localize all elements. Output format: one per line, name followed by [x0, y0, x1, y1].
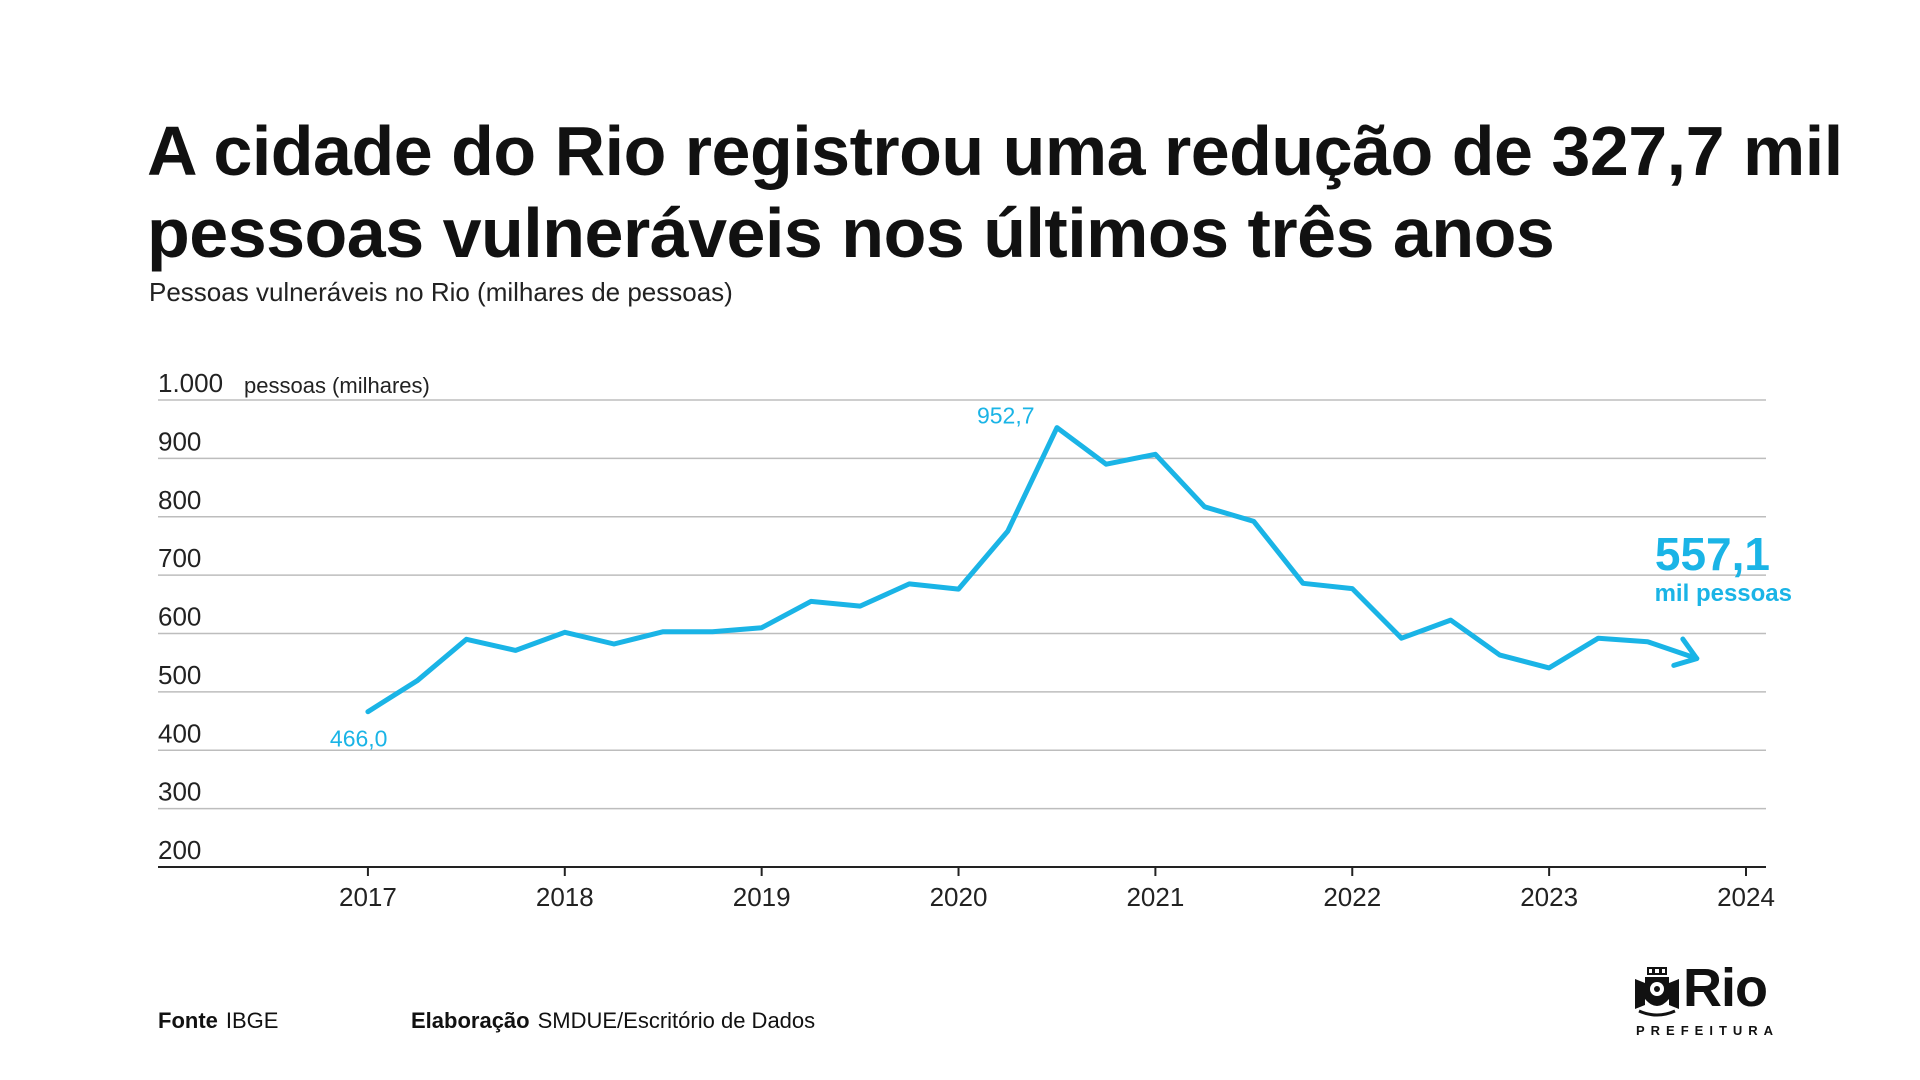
y-axis: 1.000 900 800 700 600 500 400 300 200	[158, 368, 223, 865]
peak-value-label: 952,7	[977, 403, 1035, 429]
source-value: IBGE	[225, 1008, 279, 1033]
source-label: Fonte	[158, 1008, 218, 1033]
y-tick-label: 200	[158, 835, 201, 865]
x-tick-label: 2018	[536, 882, 594, 912]
series-line-group	[365, 425, 1700, 715]
x-tick-label: 2021	[1126, 882, 1184, 912]
y-tick-label: 500	[158, 660, 201, 690]
last-value-unit: mil pessoas	[1655, 580, 1792, 607]
y-tick-label: 1.000	[158, 368, 223, 398]
y-tick-label: 900	[158, 426, 201, 456]
chart-subtitle: Pessoas vulneráveis no Rio (milhares de …	[149, 277, 733, 307]
y-tick-label: 400	[158, 718, 201, 748]
x-tick-label: 2017	[339, 882, 397, 912]
x-tick-label: 2020	[930, 882, 988, 912]
elaboration-label: Elaboração	[411, 1008, 530, 1033]
elaboration-value: SMDUE/Escritório de Dados	[537, 1008, 816, 1033]
logo-word: Rio	[1683, 958, 1768, 1018]
footer-elaboration: Elaboração SMDUE/Escritório de Dados	[411, 1008, 815, 1034]
series-line	[365, 425, 1700, 715]
y-tick-label: 300	[158, 777, 201, 807]
x-tick-label: 2022	[1323, 882, 1381, 912]
city-coat-of-arms-icon	[1635, 967, 1679, 1017]
y-tick-label: 800	[158, 485, 201, 515]
x-tick-label: 2019	[733, 882, 791, 912]
y-tick-label: 700	[158, 543, 201, 573]
prefeitura-rio-logo: Rio PREFEITURA	[1633, 958, 1803, 1045]
series-end-arrow	[1671, 636, 1700, 668]
grid-lines	[158, 399, 1766, 868]
logo-subtitle: PREFEITURA	[1636, 1023, 1780, 1038]
min-value-label: 466,0	[330, 726, 388, 752]
x-tick-label: 2023	[1520, 882, 1578, 912]
y-tick-label: 600	[158, 602, 201, 632]
chart-title: A cidade do Rio registrou uma redução de…	[147, 112, 1843, 272]
last-value-label: 557,1	[1655, 528, 1770, 580]
footer-source: Fonte IBGE	[158, 1008, 278, 1034]
x-tick-label: 2024	[1717, 882, 1775, 912]
y-unit-label: pessoas (milhares)	[244, 373, 430, 398]
line-chart: 1.000 900 800 700 600 500 400 300 200 pessoas (m…	[158, 368, 1792, 912]
x-axis: 2017 2018 2019 2020 2021 2022 2023 2024	[339, 867, 1775, 912]
